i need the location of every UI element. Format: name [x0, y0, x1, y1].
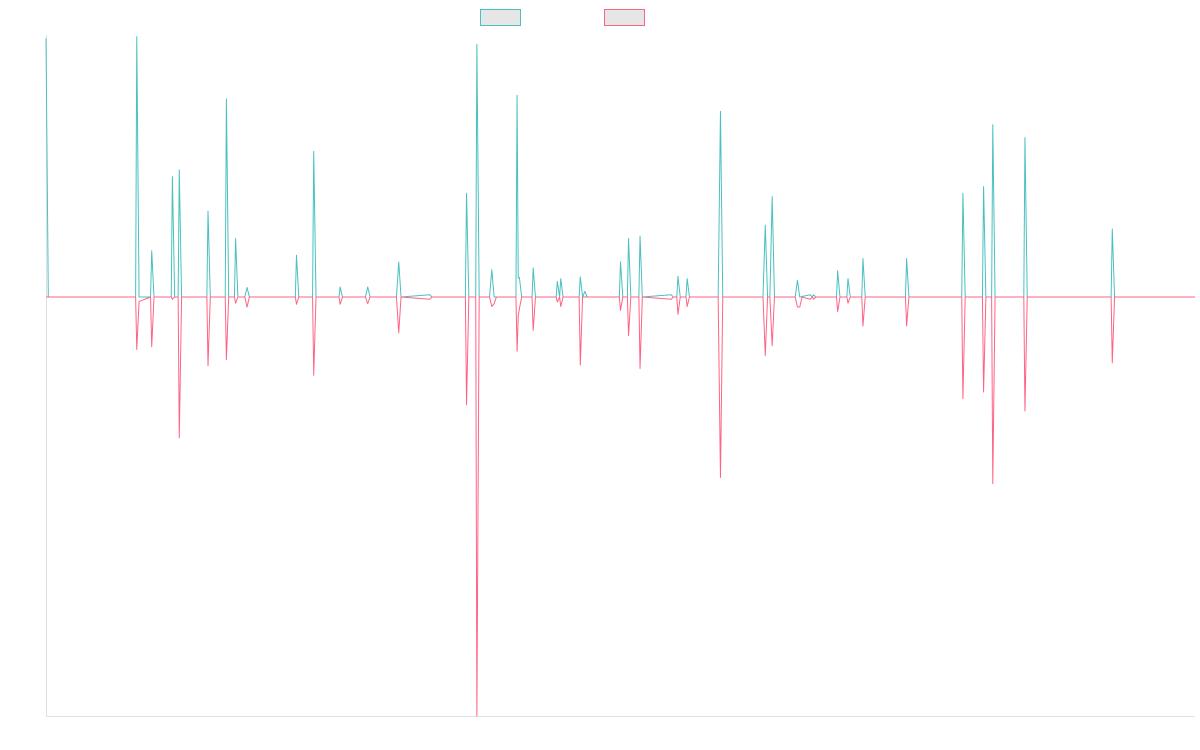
series-line-b[interactable]	[46, 296, 1195, 717]
legend-swatch-series-a[interactable]	[480, 9, 521, 26]
legend	[480, 9, 645, 26]
plot-area	[45, 35, 1195, 717]
series-layer	[45, 36, 1195, 717]
legend-swatch-series-b[interactable]	[604, 9, 645, 26]
series-line-a[interactable]	[45, 36, 1195, 298]
